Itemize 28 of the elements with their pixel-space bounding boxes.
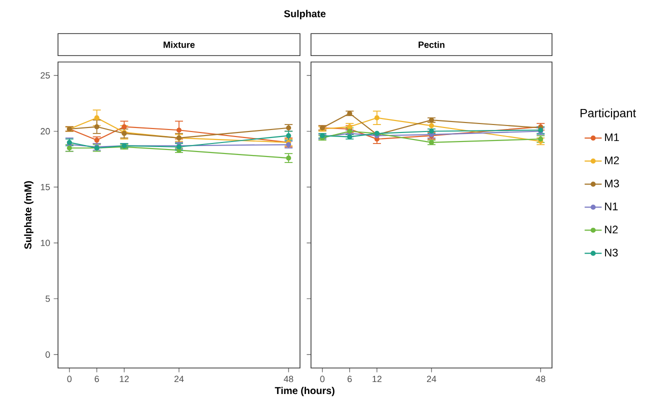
y-axis-title: Sulphate (mM)	[24, 181, 34, 250]
x-tick-label: 12	[372, 376, 382, 382]
legend-label: N2	[605, 226, 618, 234]
x-tick-label: 12	[120, 376, 129, 382]
x-tick-label: 0	[67, 376, 72, 382]
y-tick-label: 20	[40, 128, 50, 134]
y-tick-label: 0	[46, 351, 50, 358]
legend-title: Participant	[580, 108, 636, 120]
x-tick-label: 24	[174, 376, 184, 382]
text: Sulphate	[284, 10, 326, 20]
x-tick-label: 24	[426, 376, 436, 382]
x-tick-label: 6	[94, 376, 99, 382]
chart-title: Mixture	[164, 41, 195, 48]
x-tick-label: 6	[348, 376, 352, 382]
chart-title: Pectin	[418, 41, 444, 48]
legend-label: N3	[605, 248, 618, 257]
legend-label: M2	[605, 156, 619, 164]
legend-label: M3	[605, 180, 619, 188]
x-tick-label: 48	[536, 376, 546, 382]
y-tick-label: 25	[40, 72, 50, 79]
y-tick-label: 10	[40, 240, 50, 246]
y-tick-label: 15	[40, 184, 50, 190]
y-tick-label: 5	[46, 296, 50, 302]
legend-label: N1	[605, 202, 618, 210]
x-tick-label: 48	[284, 376, 294, 382]
x-tick-label: 0	[320, 376, 325, 382]
x-axis-title: Time (hours)	[274, 386, 334, 396]
legend-label: M1	[605, 134, 619, 142]
